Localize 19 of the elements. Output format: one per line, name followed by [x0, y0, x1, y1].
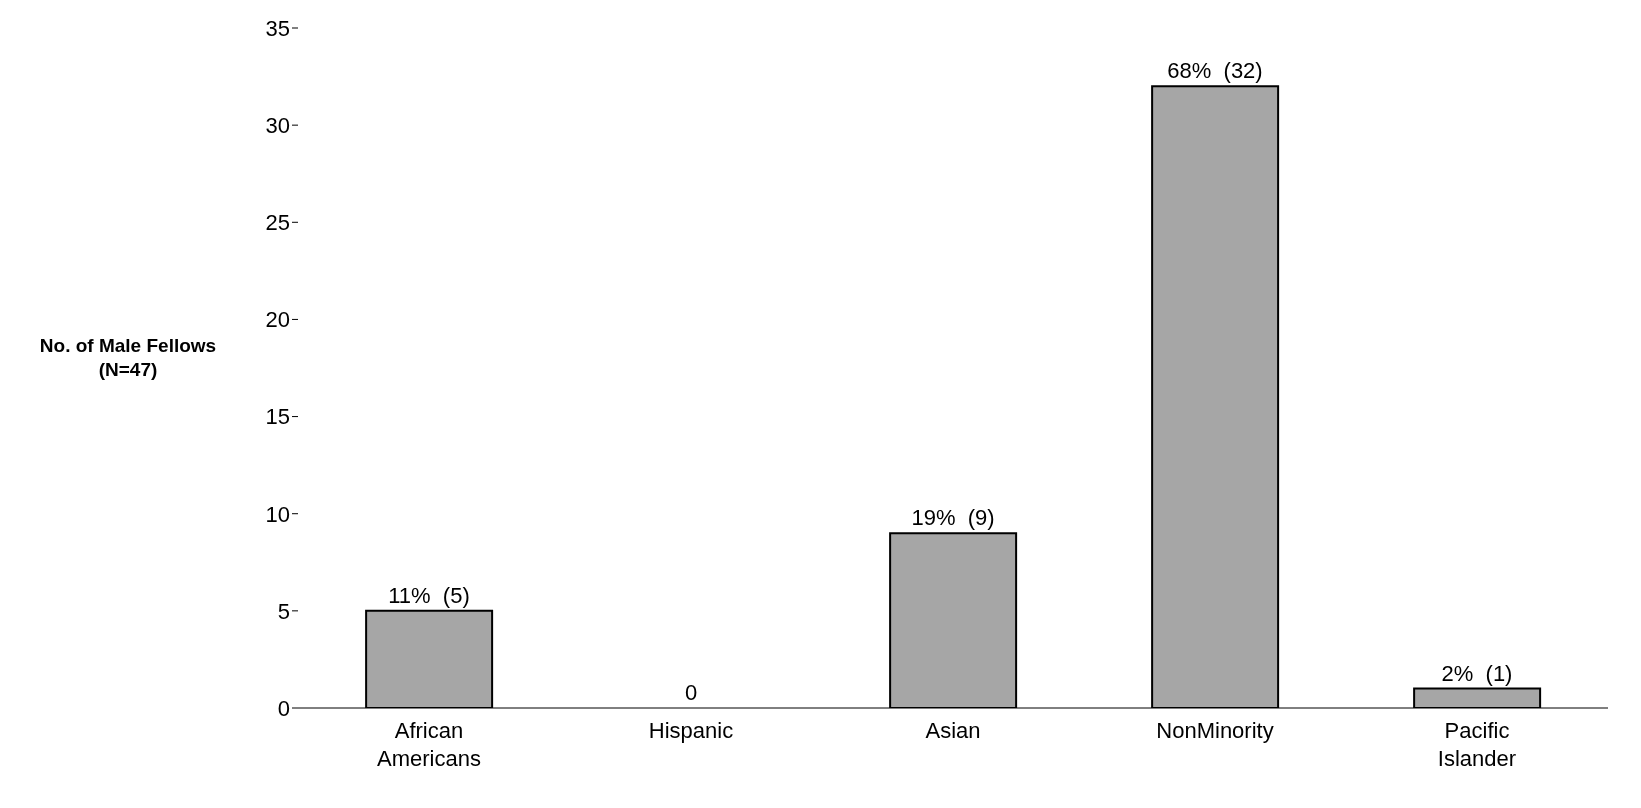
data-label: 68% (32) [1167, 58, 1263, 84]
x-tick-label: Hispanic [648, 718, 734, 743]
x-tick-label: Asian [925, 718, 981, 743]
data-label: 11% (5) [388, 582, 470, 608]
data-label: 2% (1) [1441, 660, 1513, 686]
y-tick-label: 20 [265, 307, 290, 333]
y-tick-label: 25 [265, 210, 290, 236]
y-axis-title: No. of Male Fellows (N=47) [38, 334, 218, 382]
y-tick-label: 10 [265, 501, 290, 527]
data-label: 19% (9) [911, 505, 995, 531]
y-tick-label: 30 [265, 112, 290, 138]
x-tick-label: Pacific Islander [1437, 718, 1517, 771]
y-tick-label: 0 [277, 695, 290, 721]
y-tick-label: 15 [265, 404, 290, 430]
y-tick-label: 5 [277, 598, 290, 624]
y-tick-label: 35 [265, 15, 290, 41]
data-label: 0 [684, 680, 698, 705]
x-tick-label: African Americans [377, 718, 481, 771]
x-tick-label: NonMinority [1156, 718, 1274, 743]
